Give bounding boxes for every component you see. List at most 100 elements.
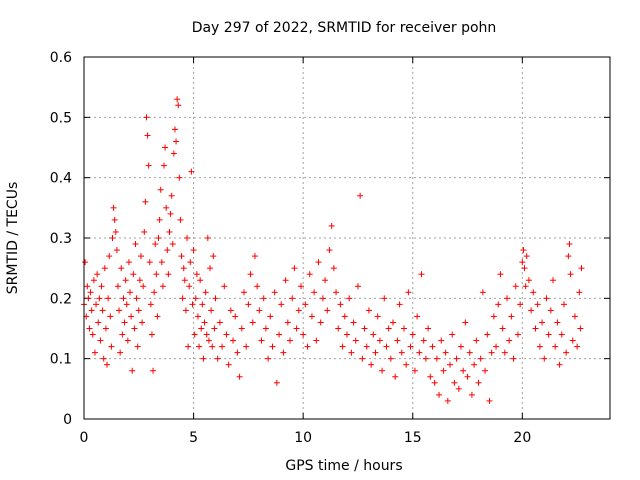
data-point: [315, 259, 322, 266]
data-point: [156, 216, 163, 223]
y-tick-label: 0.2: [50, 291, 72, 307]
x-tick-label: 10: [294, 430, 312, 446]
data-point: [128, 313, 135, 320]
data-point: [262, 325, 269, 332]
data-point: [543, 295, 550, 302]
data-point: [554, 319, 561, 326]
data-point: [488, 349, 495, 356]
data-point: [414, 313, 421, 320]
data-point: [136, 277, 143, 284]
data-point: [111, 216, 118, 223]
data-point: [528, 307, 535, 314]
data-point: [422, 355, 429, 362]
data-point: [381, 295, 388, 302]
data-point: [207, 265, 214, 272]
data-point: [105, 295, 112, 302]
data-point: [499, 325, 506, 332]
data-point: [457, 343, 464, 350]
data-point: [254, 283, 261, 290]
data-point: [104, 361, 111, 368]
data-point: [372, 349, 379, 356]
data-point: [230, 337, 237, 344]
data-point: [178, 253, 185, 260]
data-point: [269, 343, 276, 350]
data-point: [110, 204, 117, 211]
data-point: [425, 325, 432, 332]
x-tick-label: 5: [189, 430, 198, 446]
data-point: [193, 271, 200, 278]
data-point: [196, 343, 203, 350]
y-tick-label: 0.4: [50, 171, 72, 187]
data-point: [462, 319, 469, 326]
data-point: [287, 337, 294, 344]
data-point: [214, 355, 221, 362]
data-point: [134, 343, 141, 350]
data-point: [521, 265, 528, 272]
data-point: [495, 301, 502, 308]
data-point: [394, 337, 401, 344]
data-point: [348, 349, 355, 356]
data-point: [188, 168, 195, 175]
y-tick-label: 0.5: [50, 110, 72, 126]
data-point: [484, 331, 491, 338]
data-point: [558, 331, 565, 338]
data-point: [204, 235, 211, 241]
data-point: [276, 331, 283, 338]
data-point: [497, 271, 504, 278]
data-point: [162, 144, 169, 151]
data-point: [280, 349, 287, 356]
data-point: [440, 367, 447, 374]
data-point: [99, 307, 106, 314]
data-point: [556, 361, 563, 368]
data-point: [337, 301, 344, 308]
data-point: [98, 283, 105, 290]
data-point: [486, 397, 493, 404]
data-point: [416, 349, 423, 356]
data-point: [453, 355, 460, 362]
data-point: [339, 343, 346, 350]
data-point: [234, 349, 241, 356]
y-tick-label: 0: [63, 412, 72, 428]
data-point: [145, 162, 152, 169]
data-point: [335, 325, 342, 332]
data-point: [100, 355, 107, 362]
data-point: [411, 367, 418, 374]
data-point: [390, 319, 397, 326]
data-point: [129, 367, 136, 374]
data-point: [227, 307, 234, 314]
data-point: [221, 283, 228, 290]
data-point: [258, 337, 265, 344]
data-point: [184, 235, 191, 241]
data-point: [400, 325, 407, 332]
data-point: [158, 259, 165, 266]
data-point: [552, 343, 559, 350]
data-point: [107, 313, 114, 320]
data-point: [359, 355, 366, 362]
data-point: [251, 253, 258, 260]
data-point: [174, 96, 181, 103]
data-point: [153, 271, 160, 278]
data-point: [578, 265, 585, 272]
data-point: [113, 247, 120, 254]
data-point: [326, 247, 333, 254]
data-point: [146, 259, 153, 266]
data-point: [297, 283, 304, 290]
data-point: [199, 301, 206, 308]
data-point: [137, 253, 144, 260]
data-point: [354, 283, 361, 290]
data-point: [164, 247, 171, 254]
data-point: [520, 247, 527, 254]
data-points: [81, 96, 585, 404]
data-point: [438, 337, 445, 344]
data-point: [177, 216, 184, 223]
data-point: [571, 313, 578, 320]
y-tick-label: 0.6: [50, 50, 72, 66]
data-point: [245, 301, 252, 308]
data-point: [182, 307, 189, 314]
data-point: [124, 337, 131, 344]
data-point: [117, 349, 124, 356]
data-point: [365, 307, 372, 314]
data-point: [563, 349, 570, 356]
data-point: [197, 277, 204, 284]
plot-frame: [83, 56, 611, 420]
